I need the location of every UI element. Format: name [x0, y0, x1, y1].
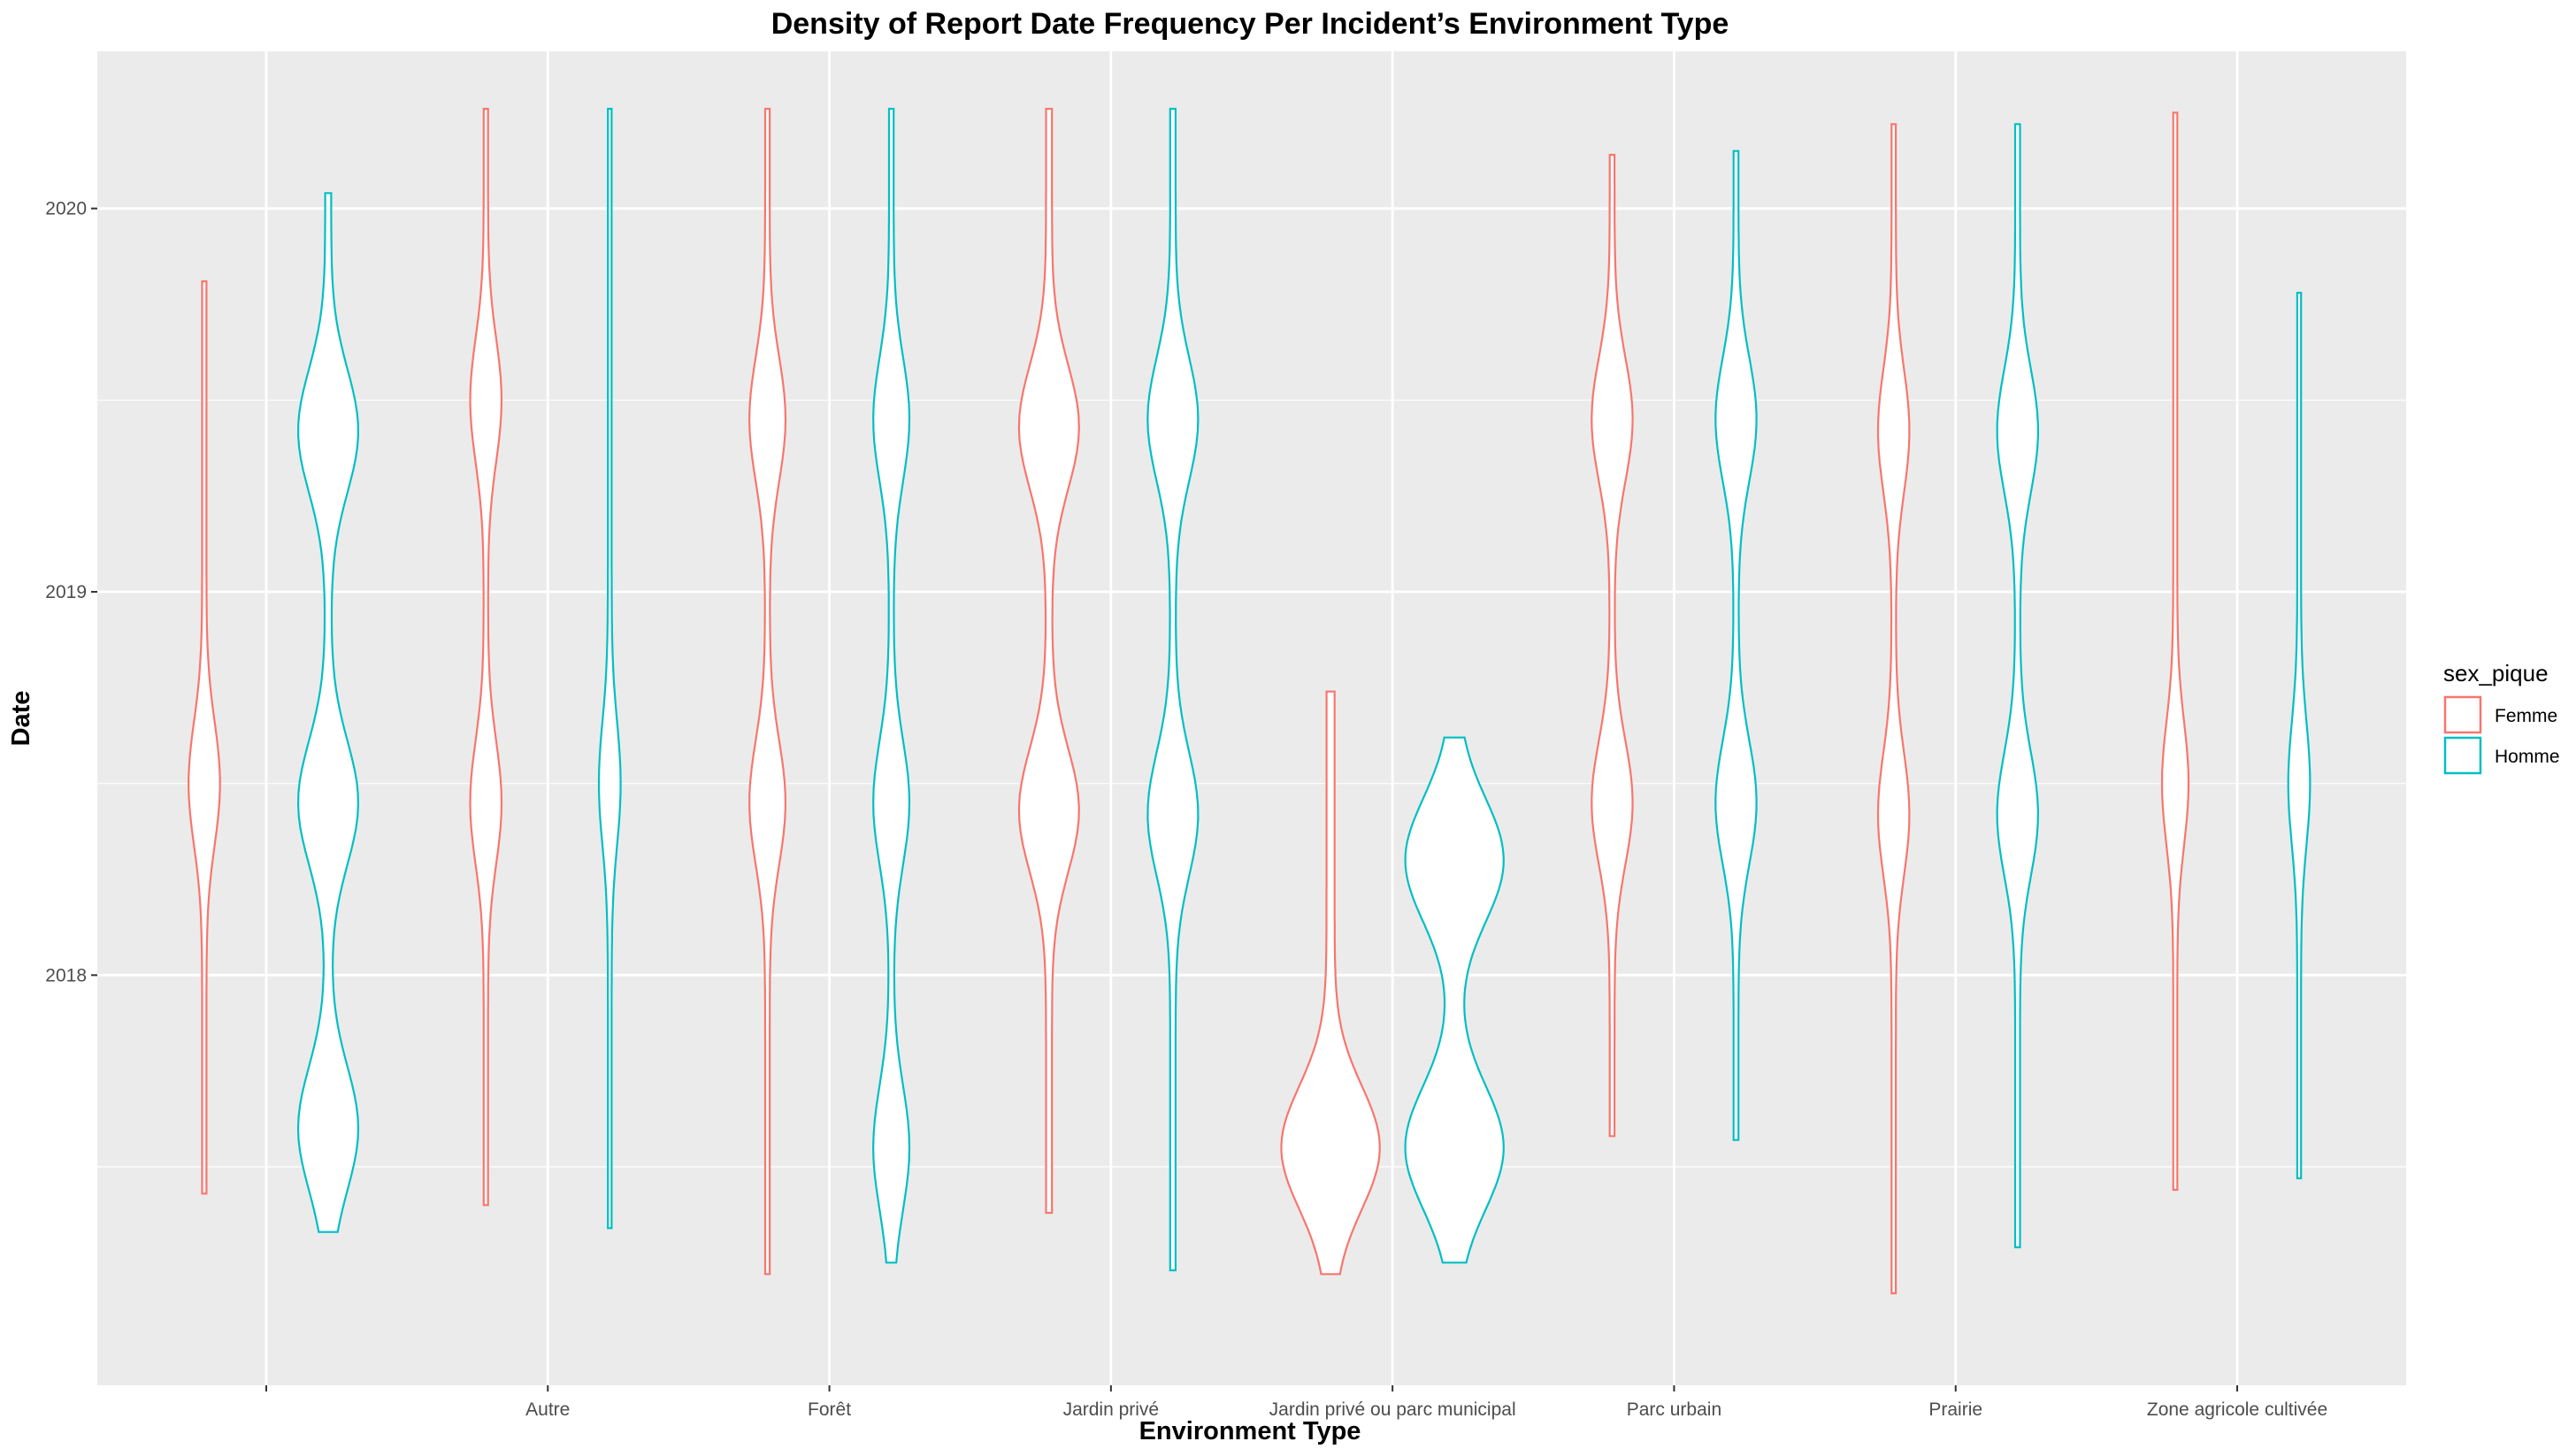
- legend-key-homme: [2443, 736, 2482, 775]
- violin-homme-jardin-priv-ou-parc-municipal: [1404, 736, 1505, 1264]
- violin-femme-jardin-priv-ou-parc-municipal: [1280, 690, 1381, 1276]
- legend-label-femme: Femme: [2495, 706, 2557, 726]
- x-axis: Autre Forêt Jardin privé Jardin privé ou pa…: [264, 1385, 2327, 1420]
- violin-femme-prairie: [1876, 123, 1911, 1295]
- violin-homme-parc-urbain: [1714, 150, 1758, 1141]
- legend: sex_pique Femme Homme: [2443, 660, 2560, 775]
- violin-femme-blank: [188, 280, 221, 1195]
- x-tick-label: Jardin privé: [1063, 1399, 1160, 1420]
- plot-panel: [97, 51, 2406, 1385]
- y-tick-label: 2020: [45, 199, 87, 219]
- violin-homme-zone-agricole-cultiv-e: [2287, 291, 2312, 1180]
- x-tick-label: Zone agricole cultivée: [2147, 1399, 2327, 1420]
- x-tick-label: Autre: [525, 1399, 570, 1420]
- x-tick-label: Jardin privé ou parc municipal: [1269, 1399, 1516, 1420]
- y-axis: 2018 2019 2020: [45, 199, 97, 985]
- x-tick-label: Forêt: [808, 1399, 851, 1420]
- violin-homme-autre: [597, 107, 622, 1230]
- violin-femme-parc-urbain: [1591, 153, 1634, 1138]
- violins: [188, 107, 2312, 1295]
- legend-title: sex_pique: [2443, 660, 2549, 686]
- violin-femme-jardin-priv-: [1017, 107, 1080, 1215]
- violin-homme-prairie: [1996, 123, 2040, 1249]
- violin-femme-zone-agricole-cultiv-e: [2160, 111, 2190, 1192]
- y-tick-label: 2019: [45, 582, 87, 602]
- violin-homme-for-t: [871, 107, 911, 1264]
- x-axis-title: Environment Type: [1139, 1417, 1361, 1445]
- x-tick-label: Prairie: [1928, 1399, 1982, 1420]
- violin-homme-blank: [296, 192, 360, 1233]
- violin-femme-autre: [469, 107, 503, 1207]
- chart-title: Density of Report Date Frequency Per Inc…: [771, 7, 1729, 41]
- y-axis-title: Date: [7, 691, 35, 747]
- legend-label-homme: Homme: [2495, 747, 2560, 767]
- grid-lines: [97, 51, 2406, 1385]
- violin-femme-for-t: [748, 107, 787, 1276]
- violin-homme-jardin-priv-: [1146, 107, 1200, 1272]
- x-tick-label: Parc urbain: [1627, 1399, 1721, 1420]
- legend-key-femme: [2443, 695, 2482, 734]
- y-tick-label: 2018: [45, 965, 87, 985]
